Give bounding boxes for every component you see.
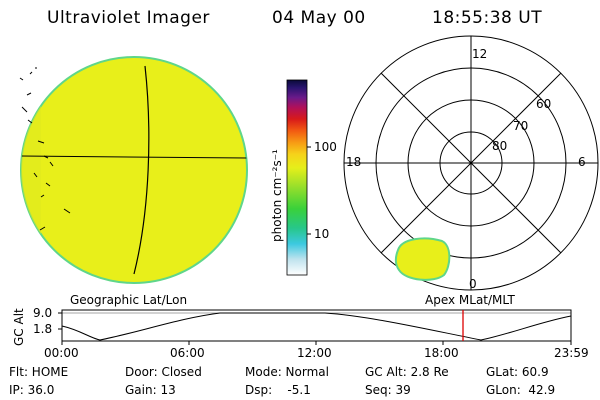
gain-status: Gain: 13: [125, 383, 176, 397]
alt-tick-1-8: 1.8: [33, 322, 53, 336]
polar-plot: [343, 35, 599, 291]
mlt-label-12: 12: [472, 47, 488, 61]
gc-alt-status: GC Alt: 2.8 Re: [365, 365, 449, 379]
mlt-label-18: 18: [346, 155, 362, 169]
colorbar: [286, 79, 308, 276]
time-tick-0600: 06:00: [170, 346, 205, 360]
geographic-label: Geographic Lat/Lon: [70, 293, 188, 307]
time-tick-1200: 12:00: [297, 346, 332, 360]
mlat-label-70: 70: [513, 119, 529, 133]
mlat-label-60: 60: [536, 97, 552, 111]
alt-tick-9: 9.0: [33, 306, 53, 320]
time-tick-2359: 23:59: [554, 346, 589, 360]
glat-status: GLat: 60.9: [486, 365, 549, 379]
mlt-label-0: 0: [469, 277, 477, 291]
time-tick-0000: 00:00: [44, 346, 79, 360]
glon-status: GLon: 42.9: [486, 383, 556, 397]
flight-status: Flt: HOME: [9, 365, 69, 379]
altitude-plot: [58, 309, 572, 345]
latitude-line: [21, 155, 247, 159]
longitude-line: [133, 65, 150, 275]
altitude-curve: [61, 312, 572, 341]
auroral-oval-patch: [394, 237, 451, 281]
mode-status: Mode: Normal: [245, 365, 329, 379]
coastline-marks: [19, 67, 71, 231]
ip-status: IP: 36.0: [9, 383, 55, 397]
date-label: 04 May 00: [272, 8, 366, 28]
mlt-label-6: 6: [578, 155, 586, 169]
dsp-status: Dsp: -5.1: [245, 383, 311, 397]
colorbar-unit-label: photon cm⁻²s⁻¹: [270, 149, 284, 242]
instrument-title: Ultraviolet Imager: [47, 8, 210, 28]
mlat-label-80: 80: [492, 139, 508, 153]
time-label: 18:55:38 UT: [432, 8, 543, 28]
colorbar-label-10: 10: [314, 227, 330, 241]
apex-label: Apex MLat/MLT: [425, 293, 515, 307]
gc-alt-axis-label: GC Alt: [12, 308, 26, 346]
colorbar-label-100: 100: [314, 140, 337, 154]
seq-status: Seq: 39: [365, 383, 411, 397]
earth-disk-image: [19, 56, 248, 284]
door-status: Door: Closed: [125, 365, 202, 379]
time-tick-1800: 18:00: [424, 346, 459, 360]
